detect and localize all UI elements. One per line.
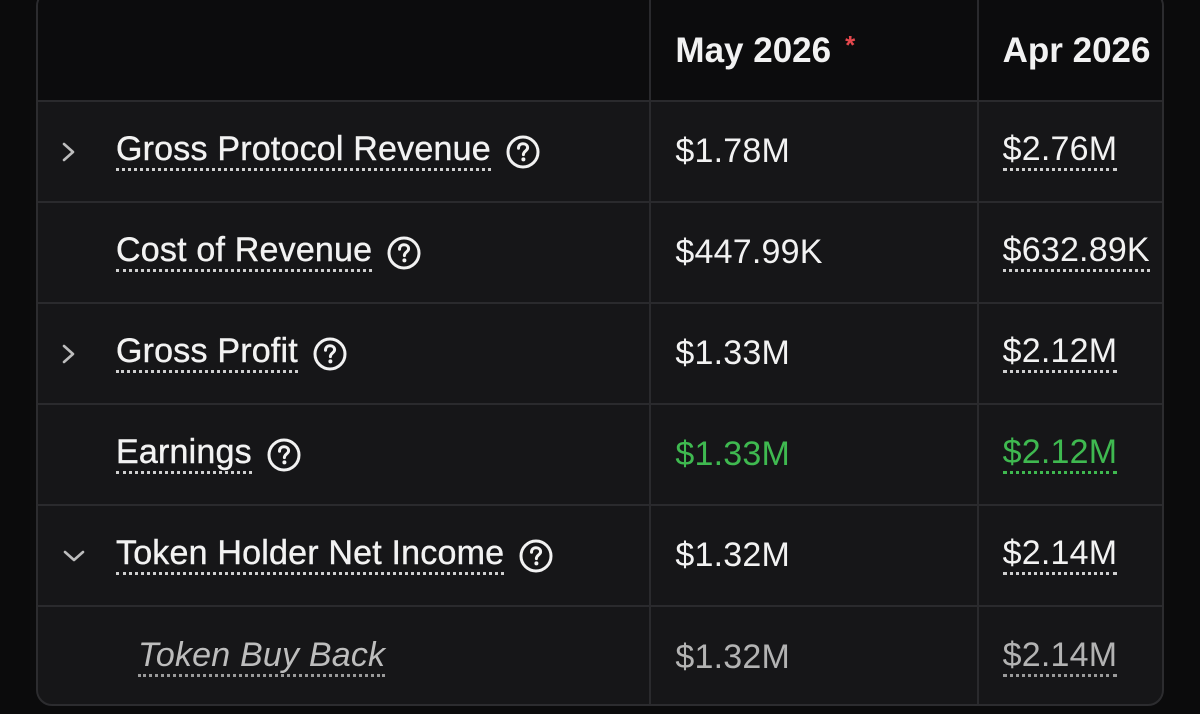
cell-apr: $632.89K <box>979 203 1162 302</box>
value-apr[interactable]: $2.12M <box>1002 434 1118 475</box>
chevron-right-icon[interactable] <box>60 340 96 368</box>
cell-may: $1.32M <box>651 607 979 704</box>
value-apr[interactable]: $2.12M <box>1002 333 1118 374</box>
cell-may: $1.33M <box>651 304 979 403</box>
row-label-cell: Gross Protocol Revenue <box>38 102 652 201</box>
value-may: $1.33M <box>675 334 791 372</box>
table-row-token-buy-back: Token Buy Back $1.32M $2.14M <box>38 607 1162 704</box>
row-label-cell: Earnings <box>38 405 652 504</box>
cell-may: $1.78M <box>651 102 979 201</box>
table-row-gross-profit[interactable]: Gross Profit $1.33M $2.12M <box>38 304 1162 405</box>
value-may: $447.99K <box>675 233 823 271</box>
value-apr[interactable]: $632.89K <box>1002 232 1150 273</box>
cell-apr: $2.12M <box>979 405 1162 504</box>
help-circle-icon[interactable] <box>505 134 541 170</box>
row-label[interactable]: Token Holder Net Income <box>116 535 505 576</box>
table-header-row: May 2026 * Apr 2026 <box>38 0 1162 102</box>
value-may: $1.32M <box>675 638 791 676</box>
chevron-down-icon[interactable] <box>60 542 96 570</box>
row-label[interactable]: Cost of Revenue <box>116 232 373 273</box>
estimate-marker: * <box>845 29 856 60</box>
header-label-cell <box>38 0 652 100</box>
row-label-cell: Cost of Revenue <box>38 203 652 302</box>
column-header-may-label: May 2026 <box>675 31 832 70</box>
row-label[interactable]: Gross Profit <box>116 333 298 374</box>
value-may: $1.32M <box>675 536 791 574</box>
row-label-cell: Token Holder Net Income <box>38 506 652 605</box>
help-circle-icon[interactable] <box>312 336 348 372</box>
row-label-cell: Gross Profit <box>38 304 652 403</box>
column-header-apr-label: Apr 2026 <box>1002 31 1151 70</box>
cell-apr: $2.76M <box>979 102 1162 201</box>
help-circle-icon[interactable] <box>266 437 302 473</box>
cell-may: $447.99K <box>651 203 979 302</box>
chevron-right-icon[interactable] <box>60 138 96 166</box>
help-circle-icon[interactable] <box>518 538 554 574</box>
column-header-may-2026[interactable]: May 2026 * <box>651 0 979 100</box>
value-may: $1.33M <box>675 435 791 473</box>
value-may: $1.78M <box>675 132 791 170</box>
cell-apr: $2.12M <box>979 304 1162 403</box>
table-grid: May 2026 * Apr 2026 Gross Protocol Reven… <box>38 0 1162 704</box>
table-row-earnings: Earnings $1.33M $2.12M <box>38 405 1162 506</box>
row-label-cell: Token Buy Back <box>38 607 652 704</box>
cell-apr: $2.14M <box>979 607 1162 704</box>
table-row-token-holder-net-income[interactable]: Token Holder Net Income $1.32M $2.14M <box>38 506 1162 607</box>
value-apr[interactable]: $2.76M <box>1002 131 1118 172</box>
cell-apr: $2.14M <box>979 506 1162 605</box>
help-circle-icon[interactable] <box>386 235 422 271</box>
value-apr[interactable]: $2.14M <box>1002 637 1118 678</box>
value-apr[interactable]: $2.14M <box>1002 535 1118 576</box>
cell-may: $1.33M <box>651 405 979 504</box>
financial-statement-table: May 2026 * Apr 2026 Gross Protocol Reven… <box>36 0 1164 706</box>
row-label[interactable]: Gross Protocol Revenue <box>116 131 491 172</box>
cell-may: $1.32M <box>651 506 979 605</box>
table-row-cost-of-revenue: Cost of Revenue $447.99K $632.89K <box>38 203 1162 304</box>
row-label[interactable]: Earnings <box>116 434 252 475</box>
table-row-gross-protocol-revenue[interactable]: Gross Protocol Revenue $1.78M $2.76M <box>38 102 1162 203</box>
column-header-apr-2026[interactable]: Apr 2026 <box>979 0 1162 100</box>
row-label[interactable]: Token Buy Back <box>138 637 386 678</box>
